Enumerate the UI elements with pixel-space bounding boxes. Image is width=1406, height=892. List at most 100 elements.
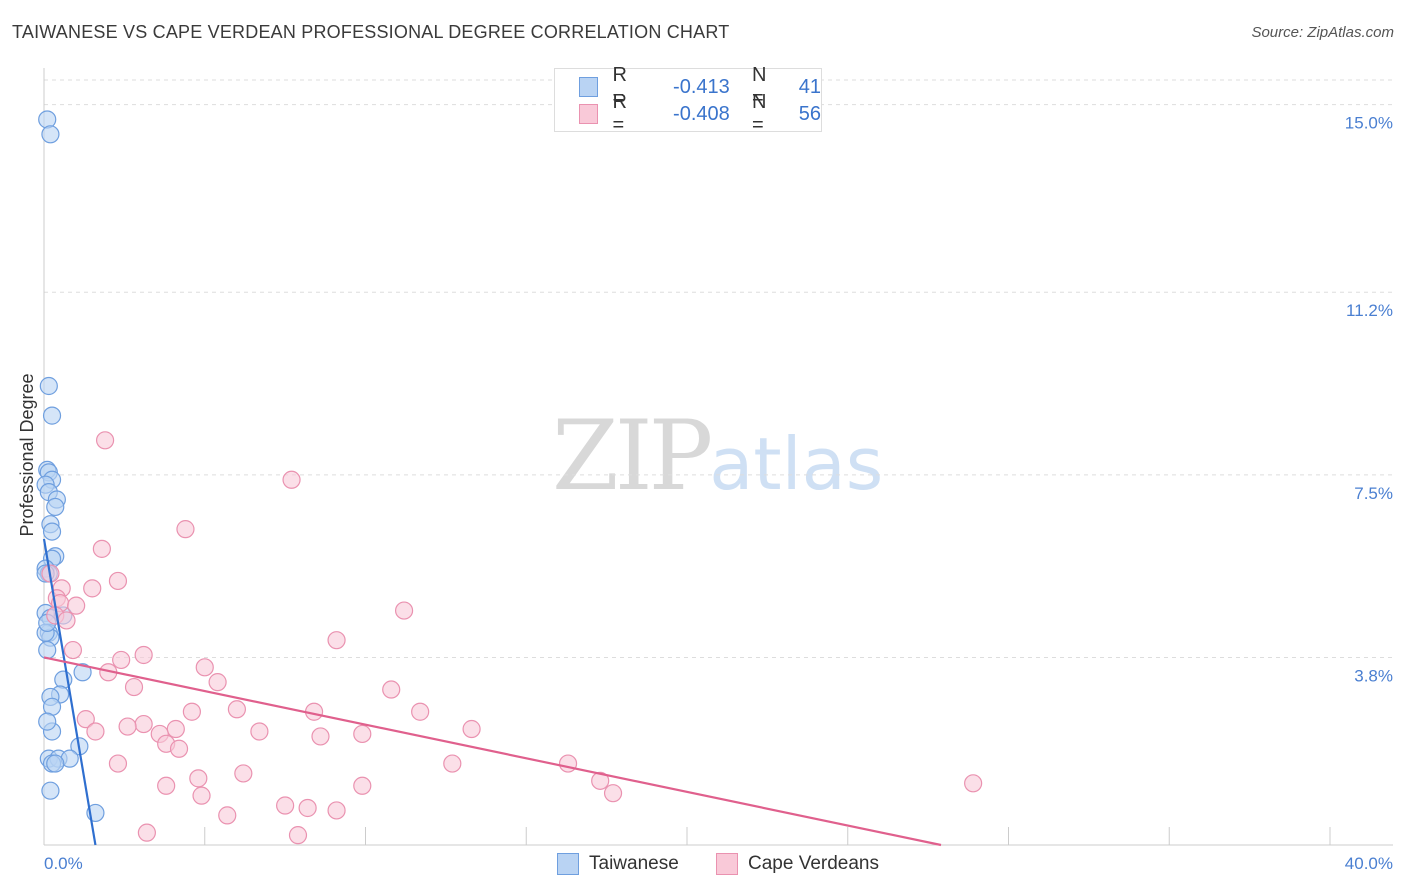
y-tick-labels: 3.8% 7.5% 11.2% 15.0% [1345,114,1393,686]
taiwanese-point [39,376,58,396]
cape-verdean-point [603,784,623,803]
taiwanese-point [46,754,65,773]
cape-verdean-point [353,724,372,744]
cape-verdean-point [108,571,128,591]
bottom-legend-swatch-taiwanese [557,853,579,875]
cape-verdean-point [208,673,227,692]
taiwanese-point [38,640,57,660]
cape-verdean-point [327,631,346,650]
cape-verdean-point [134,645,153,665]
legend-swatch-taiwanese [579,77,599,97]
cape-verdean-point [411,702,430,721]
cape-verdean-point [227,700,246,719]
bottom-legend-cape-verdeans: Cape Verdeans [716,851,879,877]
legend-r-label: R = [612,64,627,109]
legend-swatch-cape-verdeans [579,104,599,124]
taiwanese-point [38,110,57,129]
y-tick-label: 11.2% [1346,301,1393,320]
cape-verdean-trend-line [43,656,942,847]
cape-verdean-point [118,717,137,736]
cape-verdean-point [166,719,185,739]
cape-verdean-point [394,601,414,620]
cape-verdean-point [276,796,295,815]
cape-verdean-point [443,754,462,773]
legend-n-value: 56 [798,102,822,125]
bottom-legend-label-taiwanese: Taiwanese [589,853,679,874]
cape-verdean-point [382,680,401,699]
cape-verdean-point [67,596,86,615]
cape-verdean-point [282,470,301,489]
cape-verdean-point [353,776,372,795]
legend-row-cape-verdeans: R = -0.408 N = 56 [579,91,822,136]
cape-verdean-point [298,798,317,818]
y-tick-label: 15.0% [1345,114,1393,133]
cape-verdean-point [112,650,131,670]
bottom-legend-swatch-cape-verdeans [716,853,738,875]
cape-verdean-point [189,769,208,788]
taiwanese-point [42,522,62,541]
taiwanese-point [41,125,60,144]
legend-n-label: N = [751,91,767,136]
cape-verdean-point [311,727,330,746]
cape-verdean-point [327,801,346,820]
trend-lines [42,538,942,847]
legend-r-value: -0.413 [673,75,730,98]
y-tick-label: 7.5% [1354,484,1393,503]
taiwanese-point [41,781,60,800]
taiwanese-trend-line [42,538,97,846]
cape-verdean-point [95,431,115,450]
taiwanese-point [73,663,92,682]
cape-verdean-point [134,714,153,734]
cape-verdean-point [176,520,195,539]
gridlines [44,79,1393,658]
series-taiwanese [36,110,105,823]
cape-verdean-point [288,826,308,845]
cape-verdean-point [234,764,253,783]
cape-verdean-point [157,776,176,795]
bottom-legend-taiwanese: Taiwanese [557,851,679,877]
cape-verdean-point [92,539,111,558]
cape-verdean-point [558,754,578,773]
cape-verdean-point [108,754,128,773]
y-axis-title: Professional Degree [17,373,37,536]
cape-verdean-point [182,702,201,721]
cape-verdean-point [169,739,189,758]
x-tick-label-min: 0.0% [44,854,83,873]
cape-verdean-point [218,806,237,825]
cape-verdean-point [964,774,983,793]
cape-verdean-point [57,611,76,630]
legend-n-label: N = [751,64,767,109]
x-tick-label-max: 40.0% [1345,854,1393,873]
cape-verdean-point [124,677,144,697]
cape-verdean-point [137,823,156,842]
watermark-atlas: atlas [709,422,884,506]
series-cape-verdeans [41,431,983,845]
cape-verdean-point [250,722,269,741]
legend-r-value: -0.408 [673,102,730,125]
legend-row-taiwanese: R = -0.413 N = 41 [579,64,822,109]
cape-verdean-point [192,786,211,805]
cape-verdean-point [76,710,95,729]
cape-verdean-point [86,722,105,741]
cape-verdean-point [462,719,481,739]
legend-n-value: 41 [798,75,822,98]
source-label: Source: ZipAtlas.com [1251,24,1394,41]
correlation-legend: R = -0.413 N = 41 R = -0.408 N = 56 [554,64,822,136]
taiwanese-point [46,497,65,517]
watermark-zip: ZIP [552,400,713,512]
cape-verdean-point [83,579,102,598]
cape-verdean-point [195,658,214,677]
legend-r-label: R = [612,91,627,136]
bottom-legend-label-cape-verdeans: Cape Verdeans [748,853,879,874]
x-tick-labels: 0.0% 40.0% [44,854,1393,873]
axes [43,68,1393,846]
cape-verdean-point [591,771,610,790]
taiwanese-point [42,406,62,425]
x-axis-ticks [43,827,1331,845]
chart-title: TAIWANESE VS CAPE VERDEAN PROFESSIONAL D… [12,22,730,42]
taiwanese-point [38,712,57,731]
cape-verdean-point [63,640,83,660]
y-tick-label: 3.8% [1354,666,1393,685]
watermark: ZIPatlas [552,400,883,512]
